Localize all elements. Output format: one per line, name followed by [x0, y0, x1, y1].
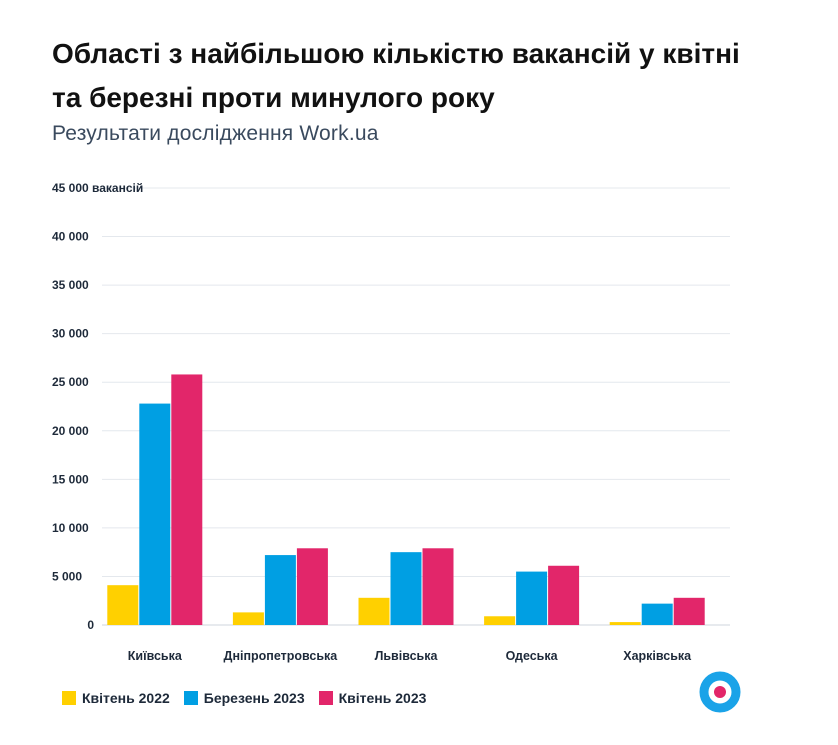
bar-1 — [609, 622, 641, 625]
bar-1 — [232, 612, 264, 625]
gridlines — [102, 187, 730, 626]
bar-3 — [422, 548, 454, 625]
work-ua-logo-icon — [699, 671, 741, 713]
legend-item-s2: Березень 2023 — [183, 690, 305, 706]
y-tick-label: 10 000 — [52, 521, 89, 535]
bar-1 — [107, 585, 139, 625]
y-tick-label: 30 000 — [52, 327, 89, 341]
y-tick-label: 20 000 — [52, 424, 89, 438]
legend: Квітень 2022 Березень 2023 Квітень 2023 — [62, 690, 426, 706]
y-tick-label: 35 000 — [52, 278, 89, 292]
y-tick-label: 25 000 — [52, 375, 89, 389]
legend-label-s1: Квітень 2022 — [82, 690, 170, 706]
bar-2 — [139, 403, 171, 625]
y-tick-label: 45 000 вакансій — [52, 181, 143, 195]
legend-item-s1: Квітень 2022 — [62, 690, 170, 706]
x-category-label: Одеська — [506, 649, 559, 663]
legend-item-s3: Квітень 2023 — [318, 690, 427, 706]
legend-swatch-s2 — [183, 691, 198, 705]
legend-label-s3: Квітень 2023 — [338, 690, 427, 706]
legend-swatch-s3 — [318, 691, 333, 705]
legend-label-s2: Березень 2023 — [203, 690, 305, 706]
bar-2 — [516, 571, 548, 625]
chart-subtitle: Результати дослідження Work.ua — [52, 122, 379, 145]
y-tick-label: 0 — [87, 618, 94, 632]
x-category-label: Київська — [128, 649, 183, 663]
y-axis-ticks: 0 5 000 10 000 15 000 20 000 25 000 30 000 35 0… — [52, 181, 143, 632]
x-category-label: Харківська — [623, 649, 692, 663]
x-category-label: Дніпропетровська — [224, 649, 339, 663]
y-tick-label: 5 000 — [52, 569, 82, 583]
bar-3 — [548, 565, 580, 625]
bar-2 — [641, 603, 673, 625]
bars — [107, 374, 705, 625]
y-tick-label: 40 000 — [52, 230, 89, 244]
x-axis-categories: Київська Дніпропетровська Львівська Одеська… — [128, 649, 692, 663]
bar-3 — [673, 597, 705, 625]
chart-title: Області з найбільшою кількістю вакансій … — [52, 38, 740, 113]
bar-2 — [264, 555, 296, 625]
bar-1 — [358, 597, 390, 625]
legend-swatch-s1 — [62, 691, 76, 705]
bar-1 — [484, 616, 516, 625]
x-category-label: Львівська — [375, 649, 439, 663]
bar-3 — [296, 548, 328, 625]
y-tick-label: 15 000 — [52, 472, 89, 486]
bar-2 — [390, 552, 422, 625]
bar-3 — [171, 374, 203, 625]
